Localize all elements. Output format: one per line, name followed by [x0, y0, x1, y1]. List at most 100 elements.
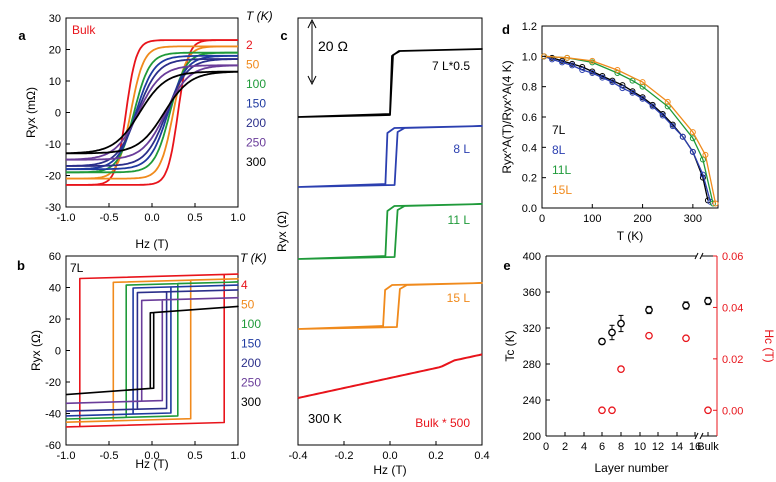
tc-point: [645, 306, 653, 314]
hall-loop-1: [297, 125, 483, 188]
hc-point: [617, 365, 625, 373]
y-tick-label: 20: [49, 314, 61, 326]
bottom-label: 300 K: [308, 411, 342, 426]
ratio-point: [689, 148, 696, 155]
x-tick-label: 0.0: [144, 450, 159, 462]
y-tick-label: 30: [49, 13, 61, 25]
x-tick-label: 16: [689, 441, 701, 453]
ratio-point: [629, 89, 636, 96]
ratio-point: [589, 70, 596, 77]
ratio-line-8L: [543, 55, 712, 203]
ratio-point: [702, 151, 709, 158]
ratio-point: [629, 77, 636, 84]
x-tick-label: 14: [671, 441, 683, 453]
axis-break-mark: [699, 252, 704, 260]
loop-300: [65, 305, 239, 396]
plot-frame: [297, 17, 483, 446]
y-tick-label: -20: [45, 377, 61, 389]
y-tick-label: 0: [55, 108, 61, 120]
ratio-point: [699, 156, 706, 163]
ratio-point: [669, 123, 676, 130]
y-tick-label: 0.4: [522, 142, 537, 154]
ratio-point: [564, 54, 571, 61]
x-tick-label: 0.2: [428, 450, 443, 462]
x-tick-label: 4: [581, 441, 587, 453]
x-tick-label: 8: [618, 441, 624, 453]
panel-letter: b: [17, 258, 25, 273]
panel-letter: e: [503, 258, 510, 273]
y-tick-label: 280: [523, 359, 541, 371]
scale-arrow-up: [307, 18, 317, 29]
legend-entry: 2: [246, 38, 253, 52]
legend-entry: 200: [241, 356, 261, 370]
ratio-point: [689, 135, 696, 142]
legend-entry: 250: [241, 376, 261, 390]
x-tick-label: 10: [634, 441, 646, 453]
hall-loop-bulk: [297, 353, 483, 399]
y-tick-label: 10: [49, 76, 61, 88]
x-tick-label: -0.4: [289, 450, 308, 462]
loop-branch-up-300: [66, 70, 239, 155]
y-tick-label-right: 0.06: [722, 251, 743, 263]
panel-b: -1.0 -0.5 0.0 0.5 1.0 -60 -40 -20 0 20 40 60 7L T (K)…: [17, 251, 267, 471]
y-tick-label: 200: [523, 431, 541, 443]
axis-break-mark: [694, 252, 699, 260]
legend-entry: 4: [241, 278, 248, 292]
y-axis-label-left: Tc (K): [503, 330, 517, 361]
y-tick-label: 400: [523, 251, 541, 263]
loop-200: [65, 289, 239, 412]
x-tick-label: -1.0: [57, 450, 76, 462]
hc-point: [598, 406, 606, 415]
legend-entry: 200: [246, 116, 266, 130]
legend-entry: 50: [241, 298, 255, 312]
y-tick-label: -20: [45, 171, 61, 183]
legend-entry: 150: [241, 337, 261, 351]
hc-point: [608, 406, 616, 415]
ratio-point: [589, 57, 596, 64]
legend-entry: 300: [241, 395, 261, 409]
x-tick-label: 0: [543, 441, 549, 453]
x-axis-label: Hz (T): [135, 237, 168, 251]
x-tick-label: 100: [583, 213, 601, 225]
legend-entry: 300: [246, 155, 266, 169]
x-tick-label: 0.5: [187, 450, 202, 462]
hall-loop-0: [297, 48, 483, 118]
y-tick-label-right: 0.02: [722, 354, 743, 366]
y-tick-label: 1.2: [522, 21, 537, 33]
series-label: 15 L: [447, 291, 471, 305]
y-tick-label-right: 0.00: [722, 405, 743, 417]
panel-letter: c: [280, 28, 287, 43]
series-label: Bulk * 500: [415, 416, 470, 430]
legend-entry: 8L: [552, 143, 566, 157]
y-tick-label: -40: [45, 409, 61, 421]
y-axis-label: Ryx (mΩ): [24, 87, 38, 138]
legend-entry: 50: [246, 58, 260, 72]
y-tick-label: 0.0: [522, 203, 537, 215]
x-tick-label: 300: [684, 213, 702, 225]
panel-letter: d: [502, 22, 510, 37]
legend-entry: 150: [246, 97, 266, 111]
y-axis-label: Ryx (Ω): [29, 330, 43, 371]
ratio-point: [712, 200, 719, 207]
series-label: 11 L: [448, 213, 471, 227]
loop-150: [65, 284, 239, 417]
x-axis-label: Layer number: [594, 461, 668, 475]
ratio-point: [709, 200, 716, 207]
ratio-point: [639, 79, 646, 86]
hall-loop-2: [297, 203, 483, 260]
y-axis-label: Ryx^A(T)/Ryx^A(4 K): [500, 60, 514, 173]
y-tick-label: -10: [45, 139, 61, 151]
ratio-point: [541, 53, 548, 60]
ratio-point: [664, 98, 671, 105]
ratio-point: [609, 79, 616, 86]
legend-entry: 15L: [552, 183, 572, 197]
loop-branch-up-250: [66, 64, 239, 161]
x-tick-label: Bulk: [697, 441, 719, 453]
panel-letter: a: [18, 28, 26, 43]
axis-break-gap: [697, 433, 702, 439]
loop-branch-up-200: [66, 58, 238, 167]
legend-entry: 11L: [552, 163, 571, 177]
